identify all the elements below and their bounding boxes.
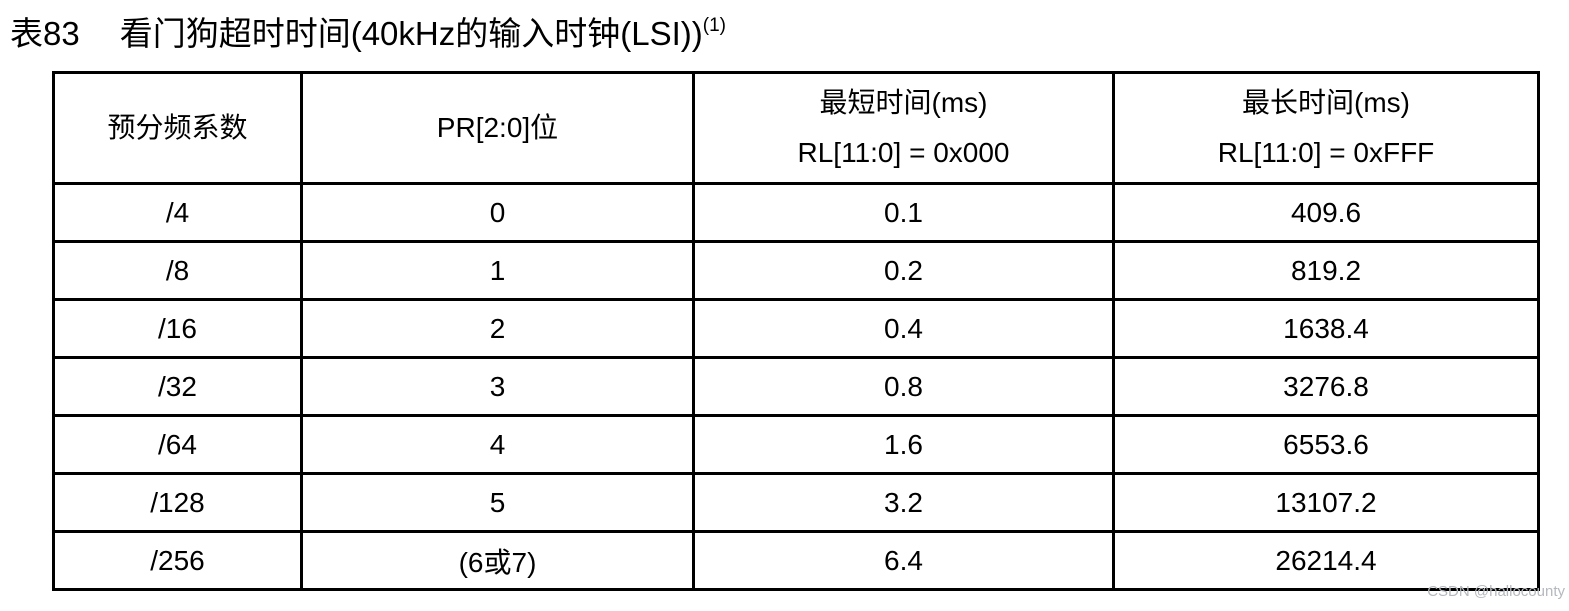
column-header-prescaler: 预分频系数: [52, 71, 303, 185]
column-header-label: PR[2:0]位: [436, 112, 559, 143]
cell-pr-bits: 2: [300, 298, 695, 359]
cell-pr-bits: 0: [300, 182, 695, 243]
cell-min-time: 1.6: [692, 414, 1115, 475]
cell-max-time: 6553.6: [1112, 414, 1540, 475]
cell-max-time: 26214.4: [1112, 530, 1540, 591]
cell-prescaler: /256: [52, 530, 303, 591]
cell-max-time: 3276.8: [1112, 356, 1540, 417]
column-header-sublabel: RL[11:0] = 0xFFF: [1217, 137, 1435, 168]
table-row: /8 1 0.2 819.2: [52, 240, 1540, 301]
cell-prescaler: /128: [52, 472, 303, 533]
header-row: 预分频系数 PR[2:0]位 最短时间(ms) RL[11:0] = 0x000…: [52, 71, 1540, 185]
cell-prescaler: /32: [52, 356, 303, 417]
column-header-max-time: 最长时间(ms) RL[11:0] = 0xFFF: [1112, 71, 1540, 185]
column-header-sublabel: RL[11:0] = 0x000: [797, 137, 1010, 168]
table-row: /32 3 0.8 3276.8: [52, 356, 1540, 417]
column-header-label: 最长时间(ms): [1242, 87, 1410, 118]
cell-pr-bits: 4: [300, 414, 695, 475]
cell-prescaler: /16: [52, 298, 303, 359]
footnote-reference: (1): [702, 15, 726, 36]
cell-max-time: 1638.4: [1112, 298, 1540, 359]
cell-min-time: 0.1: [692, 182, 1115, 243]
cell-pr-bits: 5: [300, 472, 695, 533]
cell-prescaler: /8: [52, 240, 303, 301]
cell-prescaler: /64: [52, 414, 303, 475]
cell-min-time: 0.8: [692, 356, 1115, 417]
table-row: /16 2 0.4 1638.4: [52, 298, 1540, 359]
cell-min-time: 3.2: [692, 472, 1115, 533]
watchdog-timeout-table: 预分频系数 PR[2:0]位 最短时间(ms) RL[11:0] = 0x000…: [52, 71, 1540, 591]
cell-max-time: 819.2: [1112, 240, 1540, 301]
cell-min-time: 6.4: [692, 530, 1115, 591]
cell-max-time: 409.6: [1112, 182, 1540, 243]
table-row: /256 (6或7) 6.4 26214.4: [52, 530, 1540, 591]
table-title-text: 看门狗超时时间(40kHz的输入时钟(LSI)): [119, 15, 703, 52]
table-row: /4 0 0.1 409.6: [52, 182, 1540, 243]
cell-pr-bits: 1: [300, 240, 695, 301]
csdn-watermark: CSDN @hallocounty: [1427, 583, 1565, 600]
cell-pr-bits: 3: [300, 356, 695, 417]
table-row: /64 4 1.6 6553.6: [52, 414, 1540, 475]
cell-pr-bits: (6或7): [300, 530, 695, 591]
cell-min-time: 0.2: [692, 240, 1115, 301]
column-header-pr-bits: PR[2:0]位: [300, 71, 695, 185]
column-header-label: 预分频系数: [107, 112, 248, 143]
table-row: /128 5 3.2 13107.2: [52, 472, 1540, 533]
cell-max-time: 13107.2: [1112, 472, 1540, 533]
column-header-min-time: 最短时间(ms) RL[11:0] = 0x000: [692, 71, 1115, 185]
page-title: 表83 看门狗超时时间(40kHz的输入时钟(LSI))(1): [10, 4, 726, 56]
cell-min-time: 0.4: [692, 298, 1115, 359]
column-header-label: 最短时间(ms): [819, 87, 988, 118]
cell-prescaler: /4: [52, 182, 303, 243]
table-number: 表83: [10, 15, 80, 52]
